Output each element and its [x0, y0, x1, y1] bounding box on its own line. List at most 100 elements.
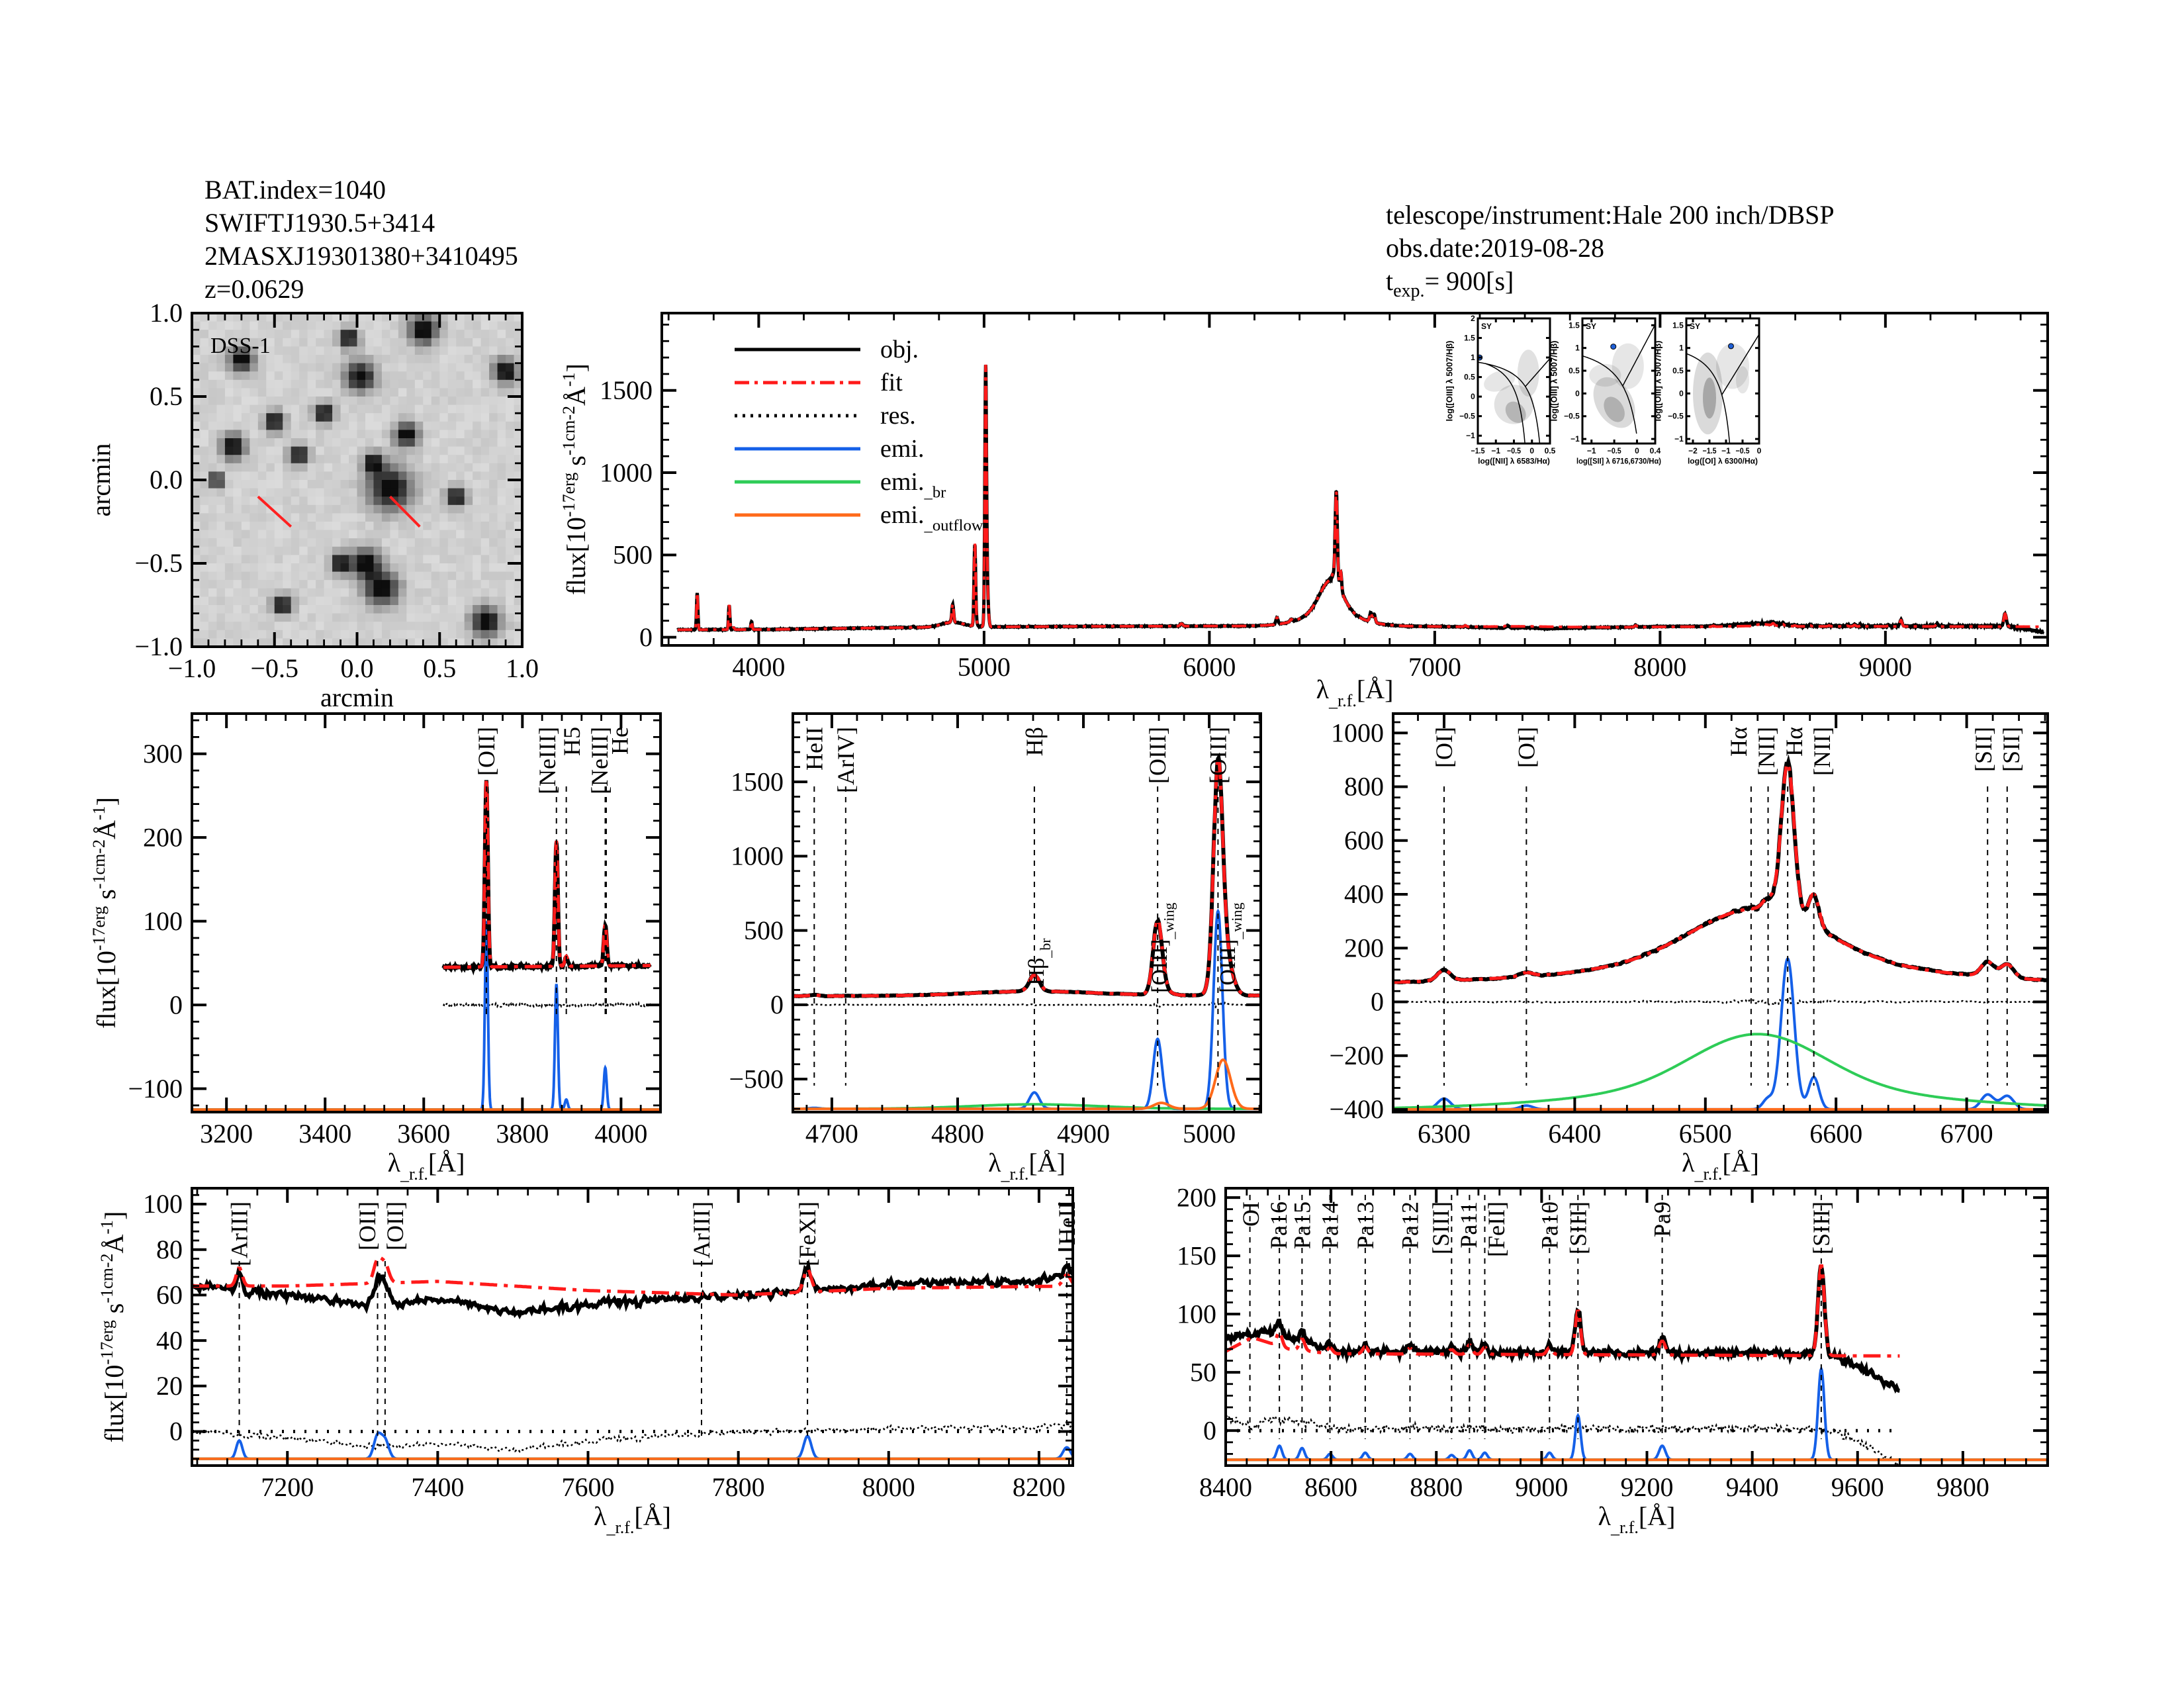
image-pixel — [332, 613, 341, 622]
image-pixel — [357, 455, 366, 464]
image-pixel — [365, 438, 375, 447]
image-pixel — [431, 588, 440, 597]
fit-line — [793, 756, 1261, 998]
image-pixel — [373, 488, 383, 497]
image-pixel — [316, 605, 325, 614]
image-pixel — [431, 338, 440, 347]
image-pixel — [357, 321, 366, 330]
image-pixel — [224, 371, 234, 381]
class-label: SY — [1586, 322, 1596, 331]
image-pixel — [480, 496, 490, 506]
image-pixel — [473, 421, 482, 430]
image-pixel — [307, 388, 316, 397]
image-pixel — [456, 404, 465, 414]
image-pixel — [506, 355, 515, 364]
x-tick-label: 6600 — [1809, 1119, 1862, 1149]
image-pixel — [324, 613, 333, 622]
image-pixel — [447, 488, 457, 497]
image-pixel — [357, 530, 366, 539]
image-pixel — [390, 546, 399, 555]
image-pixel — [473, 397, 482, 406]
image-pixel — [480, 546, 490, 555]
image-pixel — [307, 530, 316, 539]
image-pixel — [200, 580, 209, 589]
image-pixel — [497, 413, 506, 422]
legend-label: fit — [880, 369, 903, 397]
x-tick-label: 7400 — [411, 1472, 464, 1502]
x-tick-label: 0.5 — [423, 653, 456, 683]
image-pixel — [456, 496, 465, 506]
label-part: obj. — [880, 336, 919, 363]
density-contour — [1612, 343, 1644, 389]
y-tick-label: −0.5 — [1564, 412, 1580, 421]
density-contour — [1494, 385, 1534, 424]
image-pixel — [192, 371, 201, 381]
image-pixel — [423, 504, 432, 514]
image-pixel — [464, 488, 473, 497]
image-pixel — [497, 471, 506, 481]
image-pixel — [464, 379, 473, 389]
image-pixel — [439, 321, 449, 330]
image-pixel — [307, 522, 316, 531]
image-pixel — [514, 480, 522, 489]
label-part: log([OIII] λ 5007/Hβ) — [1445, 340, 1455, 421]
image-pixel — [200, 513, 209, 522]
image-pixel — [497, 371, 506, 381]
image-pixel — [283, 571, 292, 581]
image-pixel — [464, 513, 473, 522]
image-pixel — [274, 421, 283, 430]
image-pixel — [456, 538, 465, 547]
image-pixel — [365, 605, 375, 614]
texp-sub: exp. — [1393, 281, 1424, 301]
image-pixel — [250, 330, 259, 339]
image-pixel — [480, 596, 490, 606]
image-pixel — [299, 313, 308, 322]
image-pixel — [514, 404, 522, 414]
image-pixel — [340, 455, 349, 464]
x-tick-label: 7600 — [561, 1472, 614, 1502]
image-pixel — [497, 563, 506, 573]
image-pixel — [316, 596, 325, 606]
image-pixel — [274, 397, 283, 406]
image-pixel — [274, 504, 283, 514]
image-pixel — [357, 313, 366, 322]
image-pixel — [224, 430, 234, 439]
image-pixel — [414, 397, 424, 406]
image-pixel — [439, 546, 449, 555]
image-pixel — [398, 404, 407, 414]
image-pixel — [506, 563, 515, 573]
line-label: Hα — [1725, 727, 1752, 757]
y-tick-label: 0 — [169, 1417, 183, 1446]
image-pixel — [299, 588, 308, 597]
image-pixel — [489, 588, 498, 597]
image-pixel — [316, 313, 325, 322]
image-pixel — [340, 463, 349, 472]
image-pixel — [390, 588, 399, 597]
image-pixel — [192, 613, 201, 622]
image-pixel — [250, 588, 259, 597]
image-pixel — [216, 630, 226, 639]
image-pixel — [489, 397, 498, 406]
image-pixel — [365, 321, 375, 330]
image-pixel — [464, 630, 473, 639]
image-pixel — [456, 513, 465, 522]
image-pixel — [324, 413, 333, 422]
image-pixel — [365, 371, 375, 381]
image-pixel — [266, 488, 275, 497]
image-pixel — [381, 463, 390, 472]
image-pixel — [431, 480, 440, 489]
image-pixel — [307, 330, 316, 339]
label-part: emi. — [880, 468, 924, 496]
image-pixel — [233, 630, 242, 639]
image-pixel — [266, 596, 275, 606]
image-pixel — [357, 438, 366, 447]
image-pixel — [489, 355, 498, 364]
image-pixel — [216, 580, 226, 589]
image-pixel — [431, 596, 440, 606]
image-pixel — [398, 421, 407, 430]
image-pixel — [497, 530, 506, 539]
image-pixel — [192, 563, 201, 573]
image-pixel — [439, 596, 449, 606]
image-pixel — [365, 546, 375, 555]
image-pixel — [497, 480, 506, 489]
